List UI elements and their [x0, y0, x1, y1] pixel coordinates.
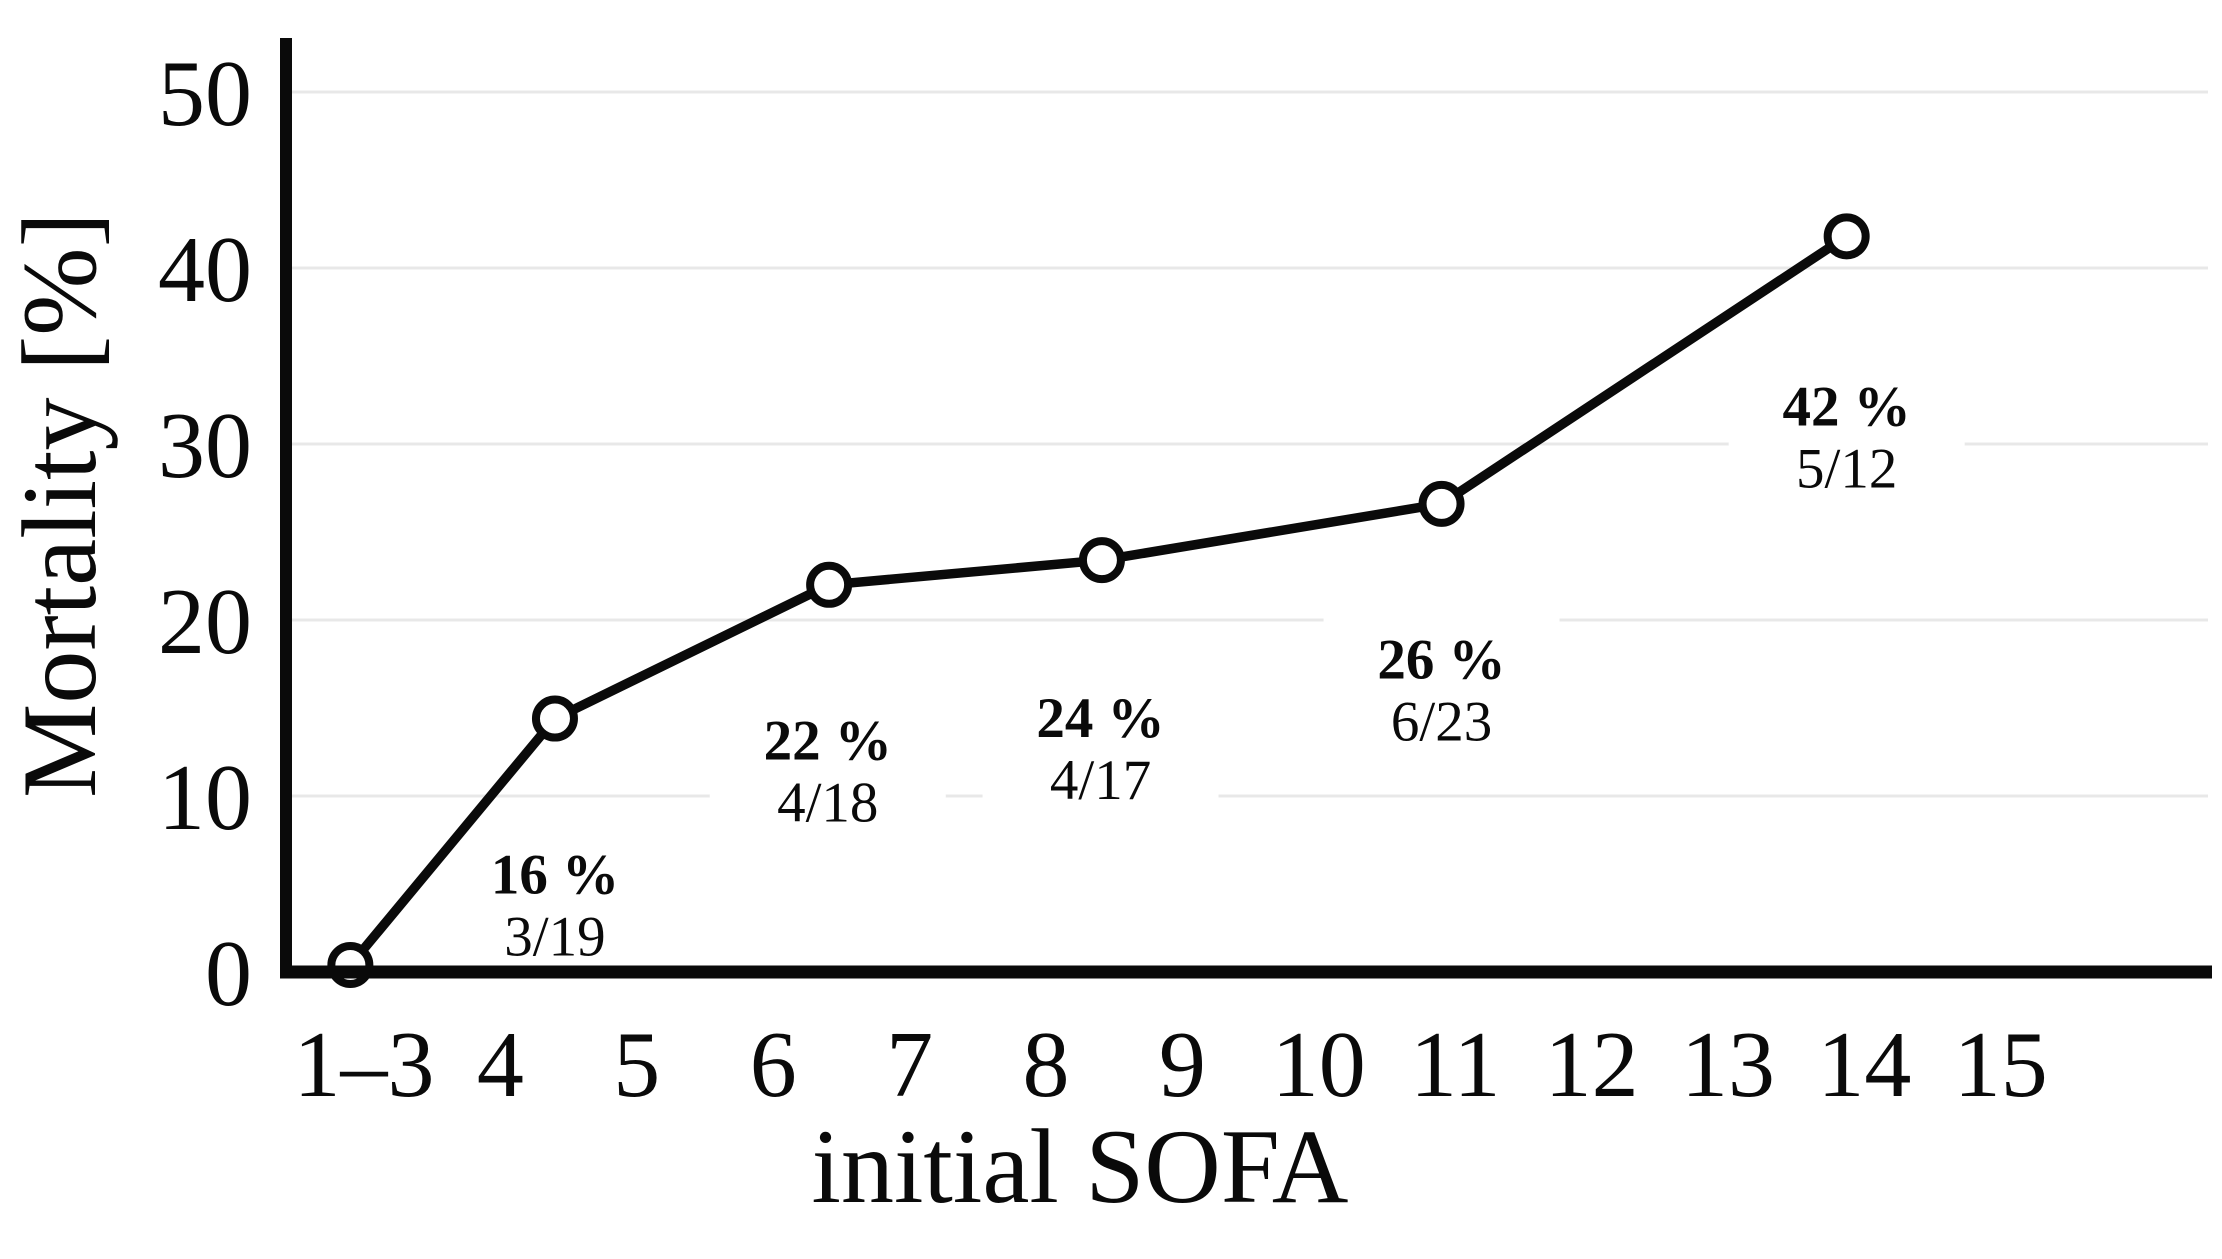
x-tick-label: 9: [1159, 1013, 1206, 1117]
x-axis-title: initial SOFA: [812, 1108, 1349, 1225]
annotation-fraction: 5/12: [1796, 437, 1897, 500]
data-point-marker: [531, 695, 578, 742]
y-tick-label: 30: [158, 394, 252, 498]
y-axis-title: Mortality [%]: [1, 212, 118, 798]
annotation-background: [436, 827, 673, 956]
y-tick-label: 50: [158, 42, 252, 146]
x-tick-label: 7: [886, 1013, 933, 1117]
annotation-percent: 26 %: [1377, 629, 1505, 692]
x-tick-label: 12: [1545, 1013, 1639, 1117]
x-tick-label: 5: [613, 1013, 660, 1117]
annotation-background: [709, 693, 946, 822]
y-tick-label: 0: [205, 922, 252, 1026]
y-tick-label: 20: [158, 570, 252, 674]
data-point-marker: [806, 561, 853, 608]
annotation-percent: 16 %: [491, 843, 619, 906]
x-tick-label: 11: [1410, 1013, 1501, 1117]
annotation-background: [982, 670, 1219, 799]
annotation-fraction: 6/23: [1391, 691, 1492, 754]
y-tick-label: 10: [158, 746, 252, 850]
x-tick-label: 4: [477, 1013, 524, 1117]
annotation-percent: 42 %: [1783, 375, 1911, 438]
annotation-percent: 24 %: [1036, 687, 1164, 750]
x-tick-label: 10: [1272, 1013, 1366, 1117]
annotation-background: [1728, 359, 1965, 488]
x-tick-label: 6: [750, 1013, 797, 1117]
y-tick-label: 40: [158, 218, 252, 322]
data-point-marker: [1418, 480, 1465, 527]
x-tick-label: 14: [1817, 1013, 1911, 1117]
annotation-fraction: 3/19: [504, 905, 605, 968]
x-tick-label: 8: [1023, 1013, 1070, 1117]
data-point-marker: [1823, 213, 1870, 260]
annotation-fraction: 4/17: [1050, 749, 1151, 812]
annotation-background: [1323, 612, 1560, 741]
x-tick-label: 13: [1681, 1013, 1775, 1117]
x-tick-label: 1–3: [294, 1013, 435, 1117]
annotation-fraction: 4/18: [777, 772, 878, 835]
data-line: [345, 231, 1852, 970]
annotation-percent: 22 %: [764, 710, 892, 773]
x-tick-label: 15: [1954, 1013, 2048, 1117]
data-point-marker: [1078, 537, 1125, 584]
